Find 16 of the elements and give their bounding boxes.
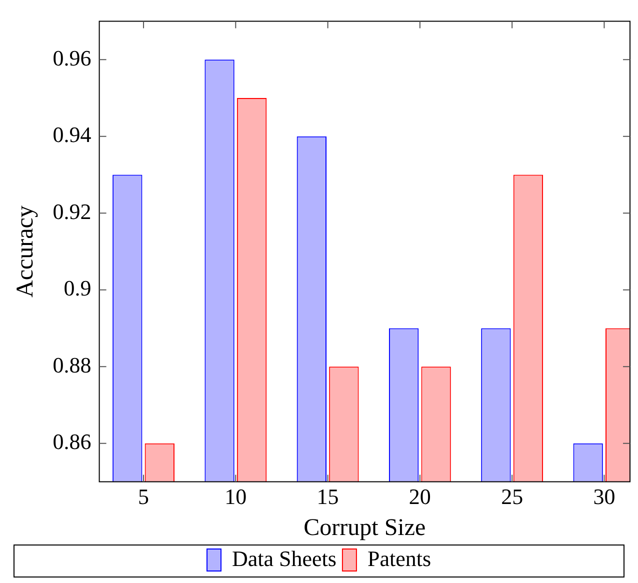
legend-label: Patents: [367, 546, 432, 571]
y-tick-label: 0.9: [64, 276, 92, 301]
y-tick-label: 0.94: [52, 122, 92, 148]
x-tick-label: 20: [408, 484, 431, 509]
y-tick-label: 0.92: [52, 198, 92, 224]
x-tick-label: 30: [593, 484, 616, 509]
legend-label: Data Sheets: [232, 546, 336, 571]
x-tick-label: 5: [138, 484, 150, 509]
x-tick-label: 10: [224, 484, 247, 509]
x-axis-title: Corrupt Size: [304, 514, 426, 541]
x-tick-label: 25: [501, 484, 524, 509]
x-tick-label: 15: [316, 484, 339, 509]
y-tick-label: 0.88: [52, 352, 92, 378]
y-axis-title: Accuracy: [12, 206, 39, 298]
y-tick-label: 0.96: [52, 45, 92, 70]
y-tick-label: 0.86: [52, 429, 92, 454]
